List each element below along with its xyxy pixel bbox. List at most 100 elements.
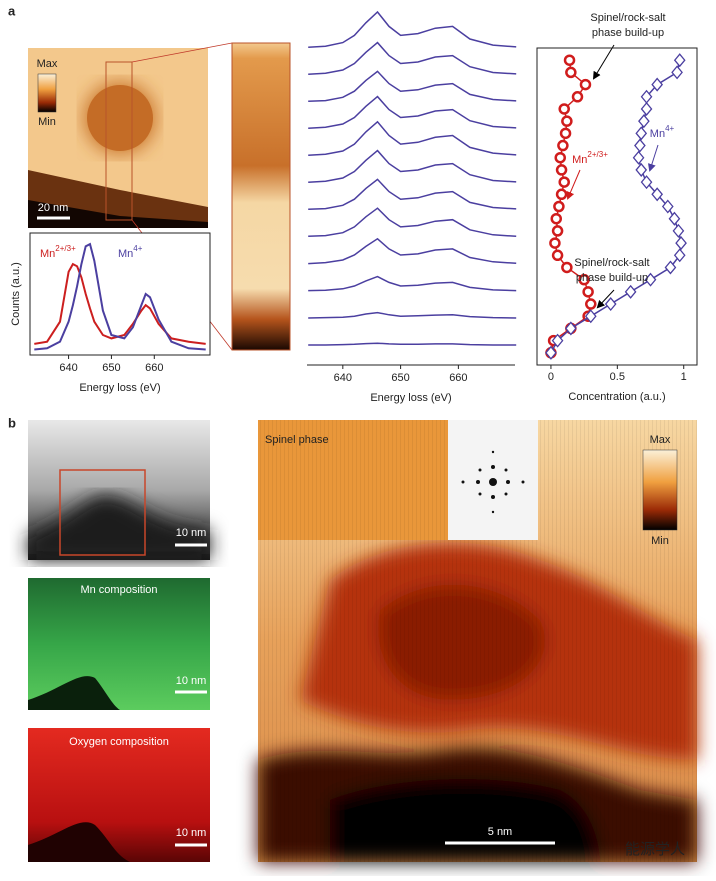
point xyxy=(638,114,650,129)
point xyxy=(549,237,561,249)
map-title: Oxygen composition xyxy=(69,736,169,748)
point xyxy=(565,66,577,79)
haadf-image xyxy=(28,420,210,560)
point xyxy=(651,187,664,202)
inset-title: Spinel phase xyxy=(265,434,329,446)
spectrum-line xyxy=(308,275,517,292)
ion-charge: 2+/3+ xyxy=(587,150,608,159)
x-tick-label: 650 xyxy=(102,362,120,374)
point xyxy=(634,138,646,153)
spectrum-line xyxy=(308,95,517,130)
point xyxy=(558,176,570,188)
y-axis-title: Counts (a.u.) xyxy=(10,262,22,326)
x-tick-label: 640 xyxy=(59,362,77,374)
point xyxy=(582,286,594,298)
spectrum-line xyxy=(308,178,517,211)
spectrum-line xyxy=(308,207,517,238)
x-axis-title: Energy loss (eV) xyxy=(79,382,160,394)
spectrum-line xyxy=(34,262,206,345)
x-tick-label: 650 xyxy=(391,372,409,384)
x-tick-label: 660 xyxy=(145,362,163,374)
point xyxy=(651,77,664,92)
point xyxy=(644,272,657,287)
point xyxy=(675,236,687,251)
spectrum-line xyxy=(308,41,517,76)
colorbar-min: Min xyxy=(38,116,56,128)
annotation: Spinel/rock-salt xyxy=(574,257,649,269)
ion-name: Mn xyxy=(650,128,665,140)
annotation: phase build-up xyxy=(592,27,664,39)
point xyxy=(555,188,568,201)
spectrum-line xyxy=(308,149,517,184)
colorbar-max: Max xyxy=(650,434,671,446)
point xyxy=(640,89,653,104)
ion-charge: 2+/3+ xyxy=(55,244,76,253)
spectrum-line xyxy=(308,237,517,265)
ion-charge: 4+ xyxy=(665,124,674,133)
point xyxy=(661,199,674,214)
arrow xyxy=(596,289,615,309)
point xyxy=(673,53,686,68)
point xyxy=(559,127,572,140)
scale-label: 20 nm xyxy=(38,202,69,214)
point xyxy=(632,150,645,165)
ion-charge: 4+ xyxy=(133,244,142,253)
spectrum-line xyxy=(308,70,517,103)
point xyxy=(668,211,681,226)
scale-label: 10 nm xyxy=(176,675,207,687)
x-axis-title: Concentration (a.u.) xyxy=(568,391,665,403)
point xyxy=(579,78,592,91)
x-tick-label: 1 xyxy=(681,371,687,383)
ion-name: Mn xyxy=(40,248,55,260)
oxygen-map xyxy=(28,728,210,862)
point xyxy=(558,103,570,115)
point xyxy=(551,333,564,348)
scale-label: 10 nm xyxy=(176,827,207,839)
point xyxy=(555,164,568,176)
point xyxy=(635,126,648,141)
plot-frame xyxy=(29,232,211,356)
point xyxy=(673,248,686,263)
spectrum-line xyxy=(308,342,517,346)
colorbar-min: Min xyxy=(651,535,669,547)
point xyxy=(578,273,590,286)
spectrum-line xyxy=(308,10,517,49)
spectrum-line xyxy=(308,311,517,319)
ion-name: Mn xyxy=(572,154,587,166)
scale-label: 5 nm xyxy=(488,826,512,838)
point xyxy=(553,200,565,213)
arrow xyxy=(566,169,581,200)
point xyxy=(551,249,564,262)
arrow xyxy=(648,144,659,172)
scale-label: 10 nm xyxy=(176,527,207,539)
point xyxy=(624,284,637,299)
mn-map xyxy=(28,578,210,710)
point xyxy=(561,261,573,274)
panel-label: a xyxy=(8,3,16,18)
x-tick-label: 640 xyxy=(334,372,352,384)
spectrum-line xyxy=(308,120,517,157)
point xyxy=(635,162,648,177)
point xyxy=(561,115,573,127)
point xyxy=(551,225,564,237)
annotation: phase build-up xyxy=(576,272,648,284)
annotation: Spinel/rock-salt xyxy=(590,12,665,24)
panel-label: b xyxy=(8,415,16,430)
legend-entry: Mn4+ xyxy=(650,124,675,140)
arrow xyxy=(592,44,615,80)
point xyxy=(565,321,577,336)
spectrum-line xyxy=(34,242,206,351)
point xyxy=(604,297,617,312)
watermark: 能源学人 xyxy=(625,841,685,858)
point xyxy=(571,91,584,103)
x-axis-title: Energy loss (eV) xyxy=(370,392,451,404)
point xyxy=(672,223,685,238)
point xyxy=(640,175,653,190)
hrstem-image xyxy=(258,420,697,862)
colorbar-max: Max xyxy=(37,58,58,70)
point xyxy=(545,345,557,360)
point xyxy=(640,101,653,116)
x-tick-label: 0 xyxy=(548,371,554,383)
legend-entry: Mn2+/3+ xyxy=(572,150,608,166)
